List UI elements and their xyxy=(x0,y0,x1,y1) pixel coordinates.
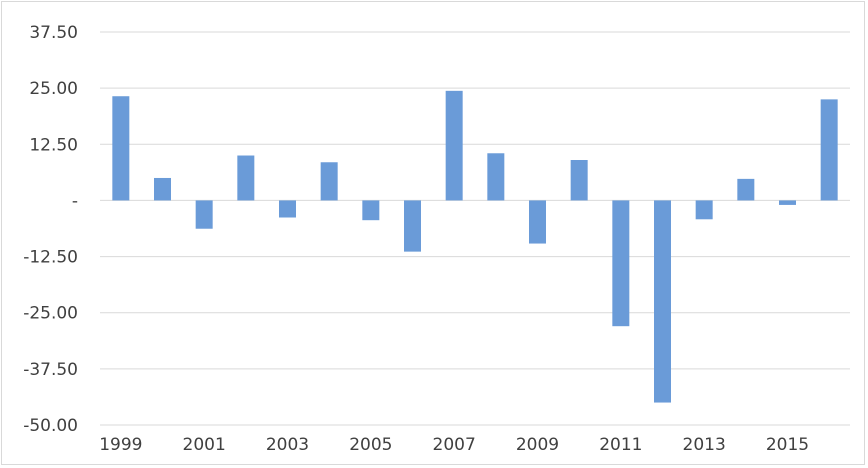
y-tick-label: 12.50 xyxy=(29,135,78,155)
y-tick-label: -25.00 xyxy=(23,304,78,324)
x-tick-label: 2011 xyxy=(599,435,642,455)
bar-2015 xyxy=(779,200,796,205)
y-tick-label: -37.50 xyxy=(23,360,78,380)
y-tick-label: - xyxy=(72,191,78,211)
bar-2008 xyxy=(487,153,505,201)
bar-2007 xyxy=(445,90,463,201)
y-tick-label: 25.00 xyxy=(29,79,78,99)
x-tick-label: 2007 xyxy=(433,435,476,455)
bar-2002 xyxy=(237,155,255,201)
y-axis-tick-labels: 37.50 25.00 12.50 - -12.50 -25.00 -37.50 -50.00 xyxy=(23,23,78,436)
bar-2013 xyxy=(695,200,713,220)
bar-2011 xyxy=(612,200,630,327)
bar-2009 xyxy=(529,200,546,244)
bar-2005 xyxy=(362,200,380,221)
x-tick-label: 2015 xyxy=(766,435,809,455)
bar-2016 xyxy=(820,99,838,201)
x-tick-label: 2009 xyxy=(516,435,559,455)
x-tick-label: 2003 xyxy=(266,435,309,455)
bar-2000 xyxy=(154,177,171,201)
x-tick-label: 2005 xyxy=(349,435,392,455)
bar-2006 xyxy=(404,200,421,252)
x-tick-label: 2013 xyxy=(683,435,726,455)
x-tick-label: 2001 xyxy=(183,435,226,455)
bar-2012 xyxy=(654,200,671,403)
x-tick-label: 1999 xyxy=(99,435,142,455)
y-tick-label: 37.50 xyxy=(29,23,78,43)
bar-2010 xyxy=(570,160,588,201)
x-axis-tick-labels: 1999 2001 2003 2005 2007 2009 2011 2013 2015 xyxy=(99,435,809,455)
gridlines xyxy=(100,31,850,426)
y-tick-label: -50.00 xyxy=(23,416,78,436)
bar-1999 xyxy=(112,96,130,201)
bar-2014 xyxy=(737,178,755,201)
bar-2003 xyxy=(279,200,296,218)
bar-2001 xyxy=(195,200,213,229)
bar-2004 xyxy=(320,162,338,201)
bar-series xyxy=(112,90,838,403)
y-tick-label: -12.50 xyxy=(23,248,78,268)
